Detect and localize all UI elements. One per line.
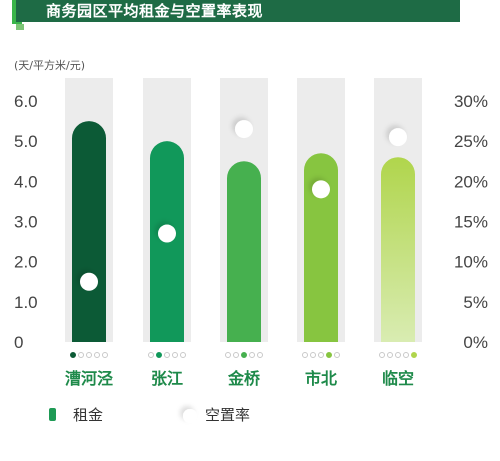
y-tick-left: 5.0 xyxy=(14,132,38,151)
vacancy-marker xyxy=(389,128,407,147)
pager-dot xyxy=(411,352,417,358)
pager-dot xyxy=(94,352,100,358)
pager-dot xyxy=(257,352,263,358)
y-tick-right: 20% xyxy=(454,172,488,191)
pager-dot xyxy=(78,352,84,358)
pager-dot xyxy=(310,352,316,358)
pager-dot xyxy=(241,352,247,358)
rent-bar xyxy=(381,157,415,342)
vacancy-marker xyxy=(158,224,176,243)
chart-title: 商务园区平均租金与空置率表现 xyxy=(46,2,264,20)
pager-dot xyxy=(86,352,92,358)
category-label: 漕河泾 xyxy=(65,369,113,388)
category-label: 临空 xyxy=(382,369,414,388)
category-label: 金桥 xyxy=(227,369,261,388)
y-tick-left: 6.0 xyxy=(14,92,38,111)
pager-dot xyxy=(233,352,239,358)
pager-dot xyxy=(318,352,324,358)
pager-dot xyxy=(156,352,162,358)
y-tick-right: 5% xyxy=(463,293,488,312)
pager-dot xyxy=(180,352,186,358)
category-label: 张江 xyxy=(151,369,183,388)
pager-dot xyxy=(403,352,409,358)
category-label: 市北 xyxy=(305,369,337,388)
y-tick-left: 0 xyxy=(14,333,23,352)
pager-dot xyxy=(148,352,154,358)
pager-dot xyxy=(249,352,255,358)
pager-dot xyxy=(334,352,340,358)
vacancy-marker xyxy=(312,180,330,199)
y-tick-right: 0% xyxy=(463,333,488,352)
y-tick-left: 4.0 xyxy=(14,172,38,191)
legend-swatch-rent xyxy=(49,408,56,421)
pager-dot xyxy=(172,352,178,358)
rent-bar xyxy=(304,153,338,342)
pager-dot xyxy=(70,352,76,358)
title-bar: 商务园区平均租金与空置率表现 xyxy=(16,0,460,22)
y-tick-right: 10% xyxy=(454,253,488,272)
pager-dot xyxy=(326,352,332,358)
legend-label-vacancy: 空置率 xyxy=(205,406,250,424)
y-tick-left: 1.0 xyxy=(14,293,38,312)
rent-bar xyxy=(227,161,261,342)
y-tick-left: 2.0 xyxy=(14,253,38,272)
vacancy-marker xyxy=(235,120,253,139)
pager-dot xyxy=(225,352,231,358)
y-tick-right: 15% xyxy=(454,213,488,232)
rent-bar xyxy=(72,121,106,342)
y-axis-unit: (天/平方米/元) xyxy=(14,58,85,72)
legend-marker-vacancy xyxy=(183,409,197,423)
title-accent-lower xyxy=(16,24,24,30)
legend-label-rent: 租金 xyxy=(73,406,103,424)
y-tick-right: 25% xyxy=(454,132,488,151)
pager-dot xyxy=(164,352,170,358)
y-tick-left: 3.0 xyxy=(14,213,38,232)
y-tick-right: 30% xyxy=(454,92,488,111)
pager-dot xyxy=(379,352,385,358)
pager-dot xyxy=(387,352,393,358)
pager-dot xyxy=(395,352,401,358)
pager-dot xyxy=(102,352,108,358)
vacancy-marker xyxy=(80,272,98,291)
pager-dot xyxy=(302,352,308,358)
